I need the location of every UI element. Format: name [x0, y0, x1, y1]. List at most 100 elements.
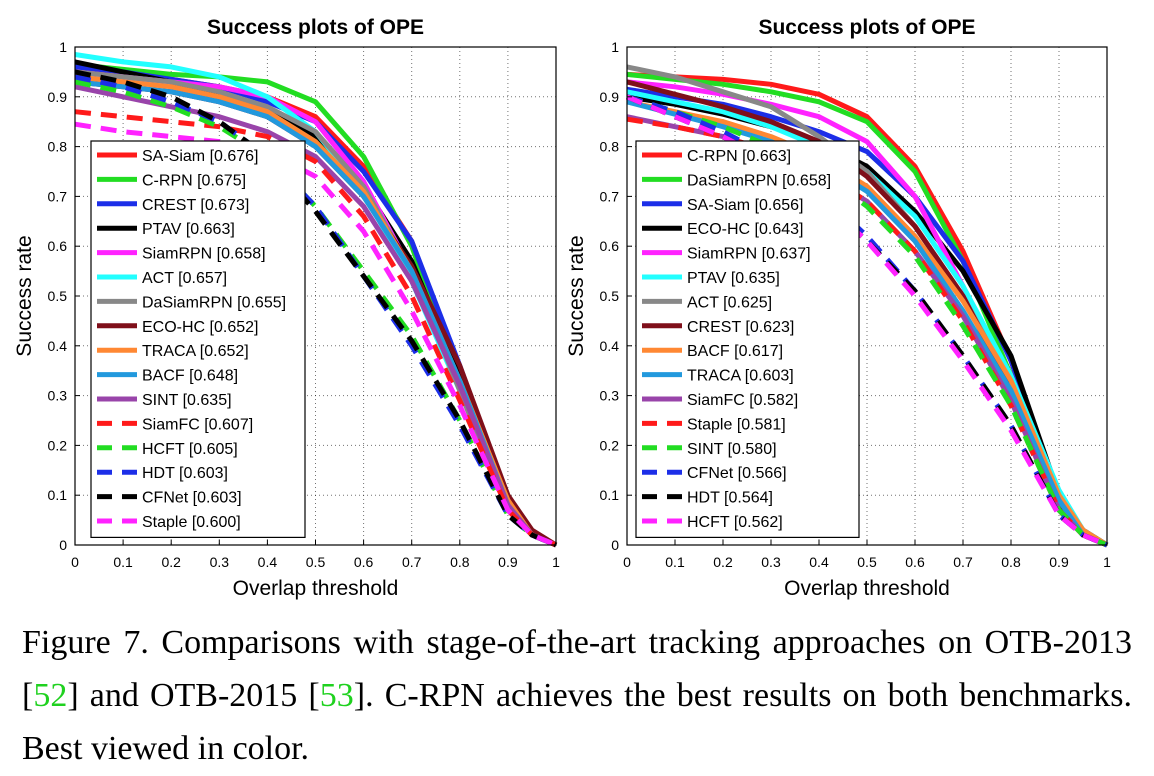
x-tick-label: 0.5: [306, 554, 326, 570]
tick-labels: 0 0.1 0.2 0.3 0.4 0.5 0.6 0.7 0.8 0.9 1 0 0.1 0.2 0.3 0…: [600, 39, 1112, 570]
series-line-12: [626, 94, 1108, 548]
x-tick-label: 0.7: [402, 554, 422, 570]
y-tick-label: 0.3: [600, 388, 620, 404]
x-tick-label: 0.2: [161, 554, 181, 570]
legend-label-15: Staple [0.600]: [142, 514, 241, 531]
y-tick-label: 0.9: [600, 89, 620, 105]
legend-label-3: PTAV [0.663]: [142, 221, 235, 238]
x-tick-label: 0.3: [761, 554, 781, 570]
y-tick-label: 0.1: [600, 487, 620, 503]
y-axis-label: Success rate: [565, 235, 588, 356]
legend-label-4: SiamRPN [0.658]: [142, 246, 266, 263]
x-tick-label: 0: [623, 554, 631, 570]
caption-ref-otb2015[interactable]: 53: [319, 677, 354, 714]
y-tick-label: 0.7: [48, 188, 68, 204]
x-tick-label: 0: [71, 554, 79, 570]
y-tick-label: 0.2: [48, 437, 68, 453]
series-line-11: [74, 109, 557, 548]
y-tick-label: 0.1: [48, 487, 68, 503]
legend-label-5: ACT [0.657]: [142, 270, 227, 287]
legend-label-8: TRACA [0.652]: [142, 343, 249, 360]
legend-label-7: CREST [0.623]: [687, 319, 794, 336]
legend-label-12: SINT [0.580]: [687, 441, 777, 458]
x-tick-label: 0.3: [210, 554, 230, 570]
legend-label-6: ACT [0.625]: [687, 294, 772, 311]
legend-label-9: TRACA [0.603]: [687, 368, 794, 385]
legend-label-11: SiamFC [0.607]: [142, 416, 253, 433]
y-tick-label: 0.6: [48, 238, 68, 254]
x-tick-label: 0.6: [905, 554, 925, 570]
x-tick-label: 0.7: [953, 554, 973, 570]
x-axis-label: Overlap threshold: [784, 577, 950, 600]
chart-title: Success plots of OPE: [758, 16, 975, 39]
y-tick-label: 1: [611, 39, 619, 55]
caption-text-3: ]. C-RPN achieves the best results on bo…: [22, 677, 1133, 767]
legend-label-6: DaSiamRPN [0.655]: [142, 294, 286, 311]
caption-text-1: Figure 7. Comparisons with stage-of-the-…: [22, 624, 1132, 714]
y-tick-label: 0: [611, 537, 619, 553]
x-axis-label: Overlap threshold: [233, 577, 399, 600]
legend-label-0: C-RPN [0.663]: [687, 148, 791, 165]
series-line-8: [74, 74, 557, 548]
legend-label-10: SiamFC [0.582]: [687, 392, 798, 409]
x-tick-label: 0.9: [498, 554, 518, 570]
y-tick-label: 0.5: [48, 288, 68, 304]
legend-label-15: HCFT [0.562]: [687, 514, 783, 531]
x-tick-label: 0.1: [113, 554, 133, 570]
legend-label-3: ECO-HC [0.643]: [687, 221, 803, 238]
legend-label-9: BACF [0.648]: [142, 368, 238, 385]
chart-panel-left: 0 0.1 0.2 0.3 0.4 0.5 0.6 0.7 0.8 0.9 1 0 0.1 0.2 0.3 0…: [13, 16, 560, 600]
y-tick-label: 0: [59, 537, 67, 553]
x-tick-label: 0.5: [857, 554, 877, 570]
caption-ref-otb2013[interactable]: 52: [33, 677, 68, 714]
series-line-15: [626, 94, 1108, 548]
x-tick-label: 0.2: [713, 554, 733, 570]
x-tick-label: 1: [1103, 554, 1111, 570]
legend: SA-Siam [0.676] C-RPN [0.675] CREST [0.673…: [90, 140, 306, 538]
legend-label-13: CFNet [0.566]: [687, 465, 787, 482]
tick-labels: 0 0.1 0.2 0.3 0.4 0.5 0.6 0.7 0.8 0.9 1 0 0.1 0.2 0.3 0…: [48, 39, 561, 570]
y-tick-label: 0.4: [600, 338, 620, 354]
legend-label-8: BACF [0.617]: [687, 343, 783, 360]
legend: C-RPN [0.663] DaSiamRPN [0.658] SA-Siam [0…: [635, 140, 860, 538]
legend-label-0: SA-Siam [0.676]: [142, 148, 259, 165]
legend-label-2: SA-Siam [0.656]: [687, 197, 804, 214]
y-tick-label: 0.3: [48, 388, 68, 404]
legend-label-10: SINT [0.635]: [142, 392, 232, 409]
figure-caption: Figure 7. Comparisons with stage-of-the-…: [22, 616, 1132, 775]
legend-label-5: PTAV [0.635]: [687, 270, 780, 287]
series-group: [626, 64, 1109, 548]
y-tick-label: 1: [59, 39, 67, 55]
y-tick-label: 0.9: [48, 89, 68, 105]
legend-label-11: Staple [0.581]: [687, 416, 786, 433]
x-tick-label: 0.4: [258, 554, 278, 570]
x-tick-label: 1: [552, 554, 560, 570]
series-line-14: [74, 69, 557, 548]
legend-label-13: HDT [0.603]: [142, 465, 228, 482]
y-tick-label: 0.2: [600, 437, 620, 453]
legend-label-7: ECO-HC [0.652]: [142, 319, 258, 336]
chart-title: Success plots of OPE: [207, 16, 424, 39]
legend-label-1: C-RPN [0.675]: [142, 172, 246, 189]
y-tick-label: 0.4: [48, 338, 68, 354]
legend-label-12: HCFT [0.605]: [142, 441, 238, 458]
y-tick-label: 0.7: [600, 188, 620, 204]
legend-label-1: DaSiamRPN [0.658]: [687, 172, 831, 189]
chart-panel-right: 0 0.1 0.2 0.3 0.4 0.5 0.6 0.7 0.8 0.9 1 0 0.1 0.2 0.3 0…: [565, 16, 1111, 600]
caption-text-2: ] and OTB-2015 [: [67, 677, 320, 714]
y-axis-label: Success rate: [13, 235, 36, 356]
x-tick-label: 0.8: [1001, 554, 1021, 570]
series-group: [74, 52, 558, 548]
x-tick-label: 0.8: [450, 554, 470, 570]
legend-label-14: CFNet [0.603]: [142, 490, 242, 507]
legend-label-4: SiamRPN [0.637]: [687, 246, 811, 263]
x-tick-label: 0.4: [809, 554, 829, 570]
x-tick-label: 0.6: [354, 554, 374, 570]
legend-label-2: CREST [0.673]: [142, 197, 249, 214]
x-tick-label: 0.9: [1049, 554, 1069, 570]
x-tick-label: 0.1: [665, 554, 685, 570]
y-tick-label: 0.5: [600, 288, 620, 304]
y-tick-label: 0.8: [48, 139, 68, 155]
legend-label-14: HDT [0.564]: [687, 490, 773, 507]
y-tick-label: 0.8: [600, 139, 620, 155]
